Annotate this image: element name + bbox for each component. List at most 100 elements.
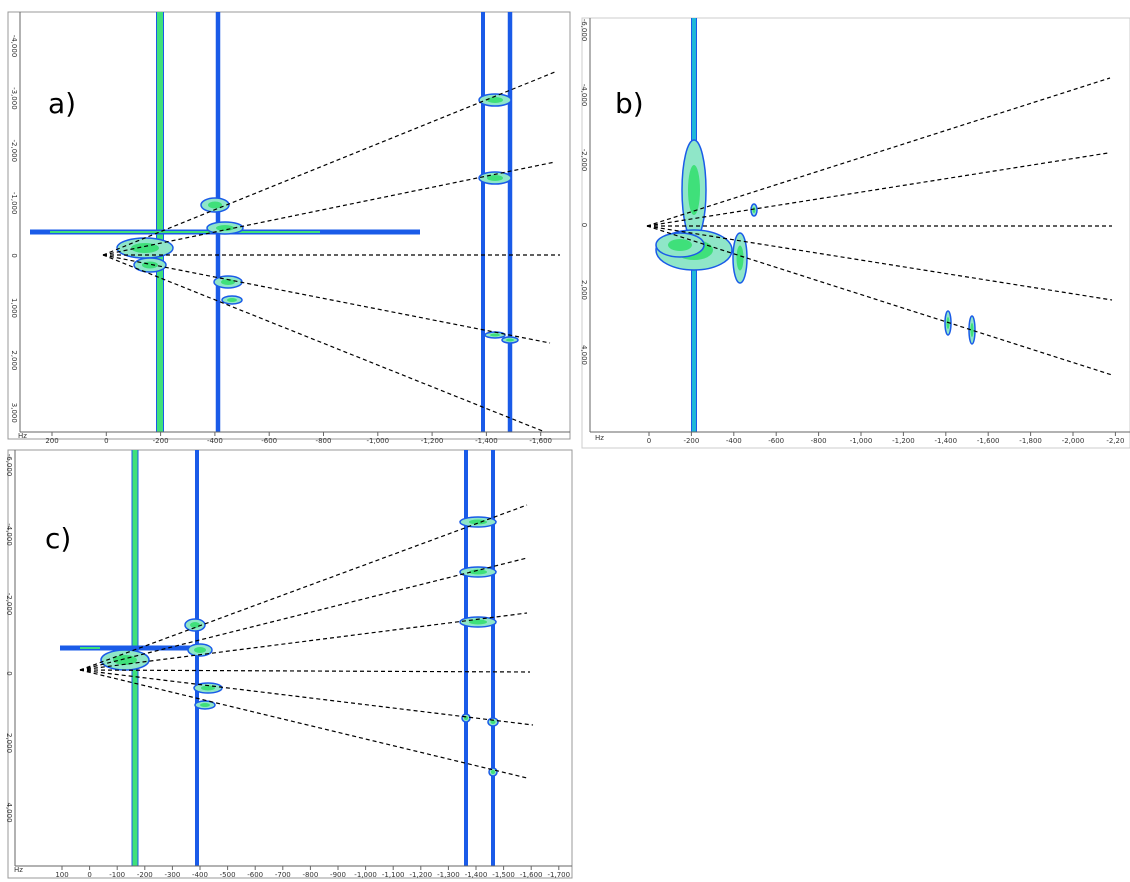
y-tick-label: 2,000 — [10, 350, 18, 370]
x-tick-label: -1,400 — [935, 437, 958, 445]
contour — [201, 685, 215, 691]
fit-line — [79, 669, 528, 779]
x-tick-label: -1,300 — [437, 871, 460, 879]
x-tick-label: -1,000 — [354, 871, 377, 879]
y-tick-label: 4,000 — [580, 345, 588, 365]
contour — [736, 245, 744, 271]
x-tick-label: -600 — [261, 437, 277, 445]
y-tick-label: -1,000 — [10, 192, 18, 215]
y-tick-label: -4,000 — [10, 35, 18, 58]
panel-frame — [7, 449, 573, 879]
contour — [487, 175, 503, 181]
x-tick-label: -200 — [153, 437, 169, 445]
fit-line — [79, 504, 528, 671]
x-tick-label: -800 — [316, 437, 332, 445]
contour — [221, 279, 235, 285]
contour — [752, 207, 756, 213]
x-tick-label: -1,500 — [492, 871, 515, 879]
x-tick-label: 0 — [87, 871, 91, 879]
y-tick-label: 0 — [10, 253, 18, 257]
panel-frame — [7, 11, 571, 440]
x-tick-label: -200 — [683, 437, 699, 445]
x-tick-label: -1,600 — [520, 871, 543, 879]
axis-unit: Hz — [14, 866, 23, 874]
contour — [208, 201, 222, 209]
contour — [688, 165, 700, 215]
contour — [490, 720, 496, 724]
contour — [216, 225, 234, 231]
x-tick-label: -2,20 — [1106, 437, 1124, 445]
x-tick-label: -1,400 — [475, 437, 498, 445]
contour — [113, 655, 137, 665]
x-tick-label: 0 — [647, 437, 651, 445]
x-tick-label: -1,600 — [977, 437, 1000, 445]
y-tick-label: 4,000 — [5, 802, 13, 822]
fit-line — [646, 152, 1109, 227]
panel-label: c) — [45, 522, 71, 555]
axis-unit: Hz — [595, 434, 604, 442]
contour — [668, 239, 692, 251]
x-tick-label: -1,700 — [548, 871, 571, 879]
fit-line — [102, 254, 546, 433]
x-tick-label: -1,100 — [382, 871, 405, 879]
x-tick-label: -800 — [811, 437, 827, 445]
y-tick-label: 2,000 — [580, 280, 588, 300]
x-tick-label: -100 — [109, 871, 125, 879]
y-tick-label: -6,000 — [5, 454, 13, 477]
contour — [200, 703, 210, 707]
x-tick-label: -700 — [275, 871, 291, 879]
y-tick-label: 0 — [5, 671, 13, 675]
panel-frame — [581, 17, 1130, 449]
x-tick-label: -500 — [220, 871, 236, 879]
x-tick-label: -900 — [330, 871, 346, 879]
x-tick-label: -600 — [768, 437, 784, 445]
y-tick-label: -3,000 — [10, 87, 18, 110]
x-tick-label: -400 — [726, 437, 742, 445]
y-tick-label: 1,000 — [10, 298, 18, 318]
fit-line — [79, 669, 534, 726]
contour — [469, 619, 487, 625]
contour — [506, 338, 514, 342]
y-tick-label: 3,000 — [10, 403, 18, 423]
x-tick-label: -1,200 — [421, 437, 444, 445]
axis-unit: Hz — [18, 432, 27, 440]
x-tick-label: -1,200 — [410, 871, 433, 879]
y-tick-label: -2,000 — [10, 140, 18, 163]
fit-line — [102, 71, 556, 256]
x-tick-label: -600 — [247, 871, 263, 879]
fit-line — [79, 669, 531, 673]
fit-line — [102, 161, 556, 256]
x-tick-label: 100 — [55, 871, 68, 879]
x-tick-label: -400 — [207, 437, 223, 445]
contour — [491, 770, 495, 774]
fit-line — [646, 225, 1113, 301]
fit-line — [79, 557, 528, 671]
x-tick-label: -1,800 — [1019, 437, 1042, 445]
x-tick-label: -400 — [192, 871, 208, 879]
fit-line — [79, 612, 528, 671]
y-tick-label: 0 — [580, 223, 588, 227]
x-tick-label: -1,400 — [465, 871, 488, 879]
panel-label: b) — [615, 87, 644, 120]
fit-line — [646, 225, 1113, 376]
y-tick-label: -4,000 — [580, 84, 588, 107]
y-tick-label: -2,000 — [580, 149, 588, 172]
contour — [190, 622, 200, 628]
y-tick-label: -6,000 — [580, 19, 588, 42]
contour — [490, 333, 500, 337]
fit-line — [102, 254, 551, 344]
contour — [469, 569, 487, 575]
x-tick-label: -800 — [302, 871, 318, 879]
x-tick-label: -200 — [137, 871, 153, 879]
contour — [487, 97, 503, 103]
x-tick-label: -1,600 — [529, 437, 552, 445]
contour — [194, 647, 206, 653]
y-tick-label: 2,000 — [5, 733, 13, 753]
x-tick-label: -2,000 — [1062, 437, 1085, 445]
contour — [227, 298, 237, 302]
x-tick-label: -1,000 — [367, 437, 390, 445]
x-tick-label: -1,000 — [850, 437, 873, 445]
x-tick-label: 0 — [104, 437, 108, 445]
x-tick-label: -1,200 — [892, 437, 915, 445]
